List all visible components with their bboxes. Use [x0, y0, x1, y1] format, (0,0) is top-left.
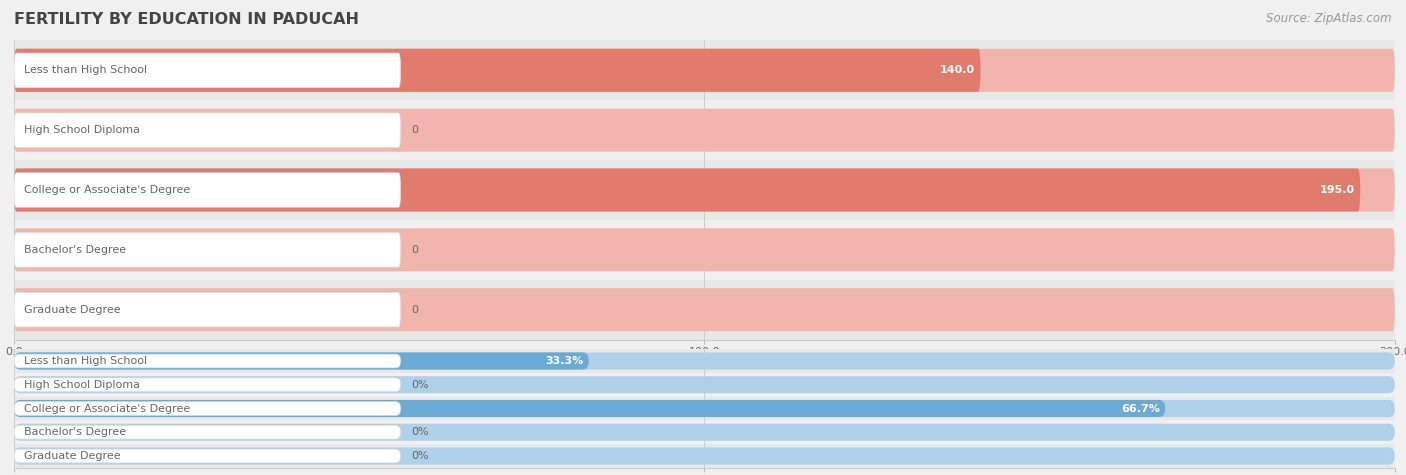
Text: 195.0: 195.0 [1320, 185, 1355, 195]
Text: FERTILITY BY EDUCATION IN PADUCAH: FERTILITY BY EDUCATION IN PADUCAH [14, 12, 359, 27]
Bar [14, 349, 1395, 373]
FancyBboxPatch shape [14, 169, 1360, 211]
FancyBboxPatch shape [14, 402, 401, 415]
FancyBboxPatch shape [14, 53, 401, 87]
FancyBboxPatch shape [14, 376, 1395, 393]
FancyBboxPatch shape [14, 400, 1166, 417]
Bar [14, 444, 1395, 468]
Text: Graduate Degree: Graduate Degree [24, 451, 121, 461]
FancyBboxPatch shape [14, 228, 1395, 271]
FancyBboxPatch shape [14, 173, 401, 207]
Bar [14, 160, 1395, 220]
FancyBboxPatch shape [14, 169, 1395, 211]
Text: High School Diploma: High School Diploma [24, 380, 139, 390]
Text: 0%: 0% [412, 451, 429, 461]
Text: 0: 0 [412, 245, 419, 255]
Text: Less than High School: Less than High School [24, 356, 146, 366]
Text: Bachelor's Degree: Bachelor's Degree [24, 427, 127, 437]
Text: Graduate Degree: Graduate Degree [24, 304, 121, 315]
Text: 0%: 0% [412, 380, 429, 390]
FancyBboxPatch shape [14, 288, 1395, 331]
Text: 0: 0 [412, 125, 419, 135]
FancyBboxPatch shape [14, 352, 589, 370]
Text: Source: ZipAtlas.com: Source: ZipAtlas.com [1267, 12, 1392, 25]
Bar [14, 280, 1395, 340]
FancyBboxPatch shape [14, 233, 401, 267]
FancyBboxPatch shape [14, 447, 1395, 465]
Text: 140.0: 140.0 [939, 65, 974, 76]
FancyBboxPatch shape [14, 293, 401, 327]
Text: College or Associate's Degree: College or Associate's Degree [24, 403, 190, 414]
FancyBboxPatch shape [14, 378, 401, 391]
Text: 0: 0 [412, 304, 419, 315]
Text: Bachelor's Degree: Bachelor's Degree [24, 245, 127, 255]
FancyBboxPatch shape [14, 424, 1395, 441]
FancyBboxPatch shape [14, 354, 401, 368]
FancyBboxPatch shape [14, 400, 1395, 417]
Text: High School Diploma: High School Diploma [24, 125, 139, 135]
Bar [14, 373, 1395, 397]
Text: Less than High School: Less than High School [24, 65, 146, 76]
Bar [14, 40, 1395, 100]
FancyBboxPatch shape [14, 49, 980, 92]
Text: 0%: 0% [412, 427, 429, 437]
FancyBboxPatch shape [14, 49, 1395, 92]
Bar [14, 397, 1395, 420]
Text: College or Associate's Degree: College or Associate's Degree [24, 185, 190, 195]
FancyBboxPatch shape [14, 449, 401, 463]
FancyBboxPatch shape [14, 352, 1395, 370]
FancyBboxPatch shape [14, 109, 1395, 152]
Bar [14, 420, 1395, 444]
Text: 66.7%: 66.7% [1121, 403, 1160, 414]
Text: 33.3%: 33.3% [546, 356, 583, 366]
Bar [14, 220, 1395, 280]
FancyBboxPatch shape [14, 426, 401, 439]
Bar [14, 100, 1395, 160]
FancyBboxPatch shape [14, 113, 401, 147]
